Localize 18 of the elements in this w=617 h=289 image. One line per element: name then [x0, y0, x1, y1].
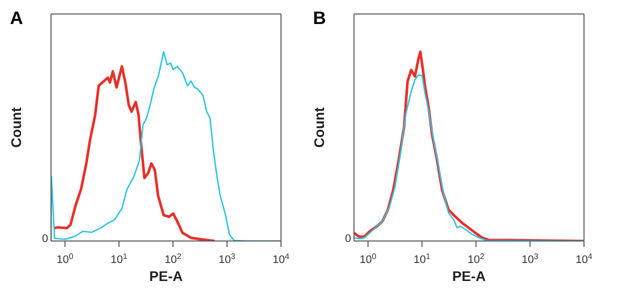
x-tick-label: 10$^{3}$ [218, 252, 236, 266]
text: 0 [345, 233, 352, 245]
text: 0 [42, 233, 48, 245]
x-tick-label: 10$^{3}$ [522, 252, 539, 266]
y-axis-title: Count [310, 106, 327, 148]
x-tick-label: 10$^{4}$ [576, 252, 593, 266]
x-tick-label: 10$^{1}$ [414, 252, 431, 266]
x-tick-label: 10$^{0}$ [56, 252, 74, 266]
x-tick-label: 10$^{2}$ [468, 252, 485, 266]
x-axis-title: PE-A [452, 268, 486, 284]
y-axis-title: Count [8, 106, 24, 148]
x-axis-title: PE-A [149, 268, 183, 284]
x-tick-label: 10$^{2}$ [164, 252, 182, 266]
x-tick-label: 10$^{0}$ [360, 252, 377, 266]
chart-title: B [313, 8, 326, 29]
chart-title: A [10, 8, 23, 29]
x-tick-label: 10$^{1}$ [110, 252, 128, 266]
x-tick-label: 10$^{4}$ [272, 252, 290, 266]
